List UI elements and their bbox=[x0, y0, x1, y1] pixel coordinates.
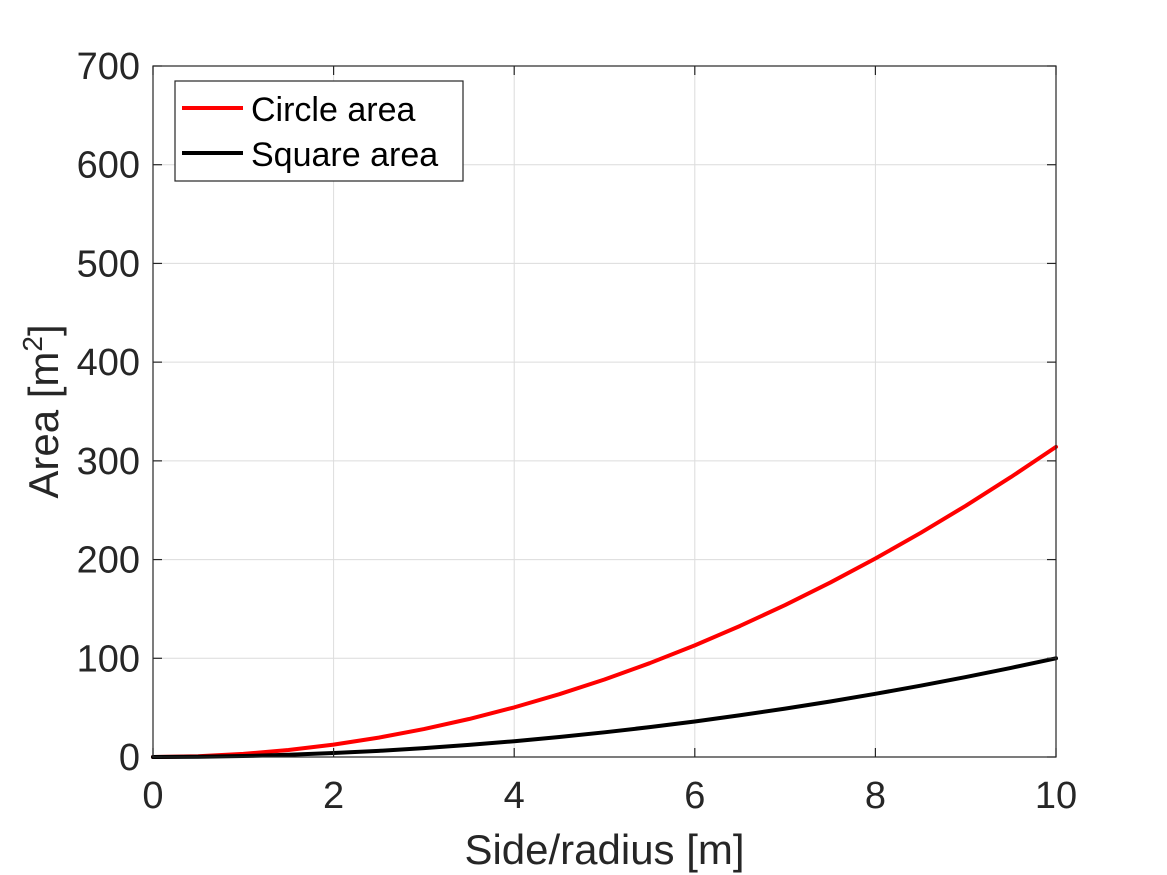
grid-lines bbox=[153, 66, 1056, 757]
series-line-circle-area bbox=[151, 444, 1058, 759]
y-axis-label-base: Area [m bbox=[20, 352, 67, 499]
x-tick-label: 4 bbox=[504, 775, 525, 817]
x-tick-label: 8 bbox=[865, 775, 886, 817]
x-tick-label: 10 bbox=[1035, 775, 1077, 817]
legend-box bbox=[174, 80, 464, 182]
plot-frame bbox=[152, 65, 1057, 758]
x-tick-label: 0 bbox=[142, 775, 163, 817]
y-axis-label: Area [m2] bbox=[17, 324, 67, 498]
y-tick-label: 700 bbox=[77, 46, 140, 88]
y-tick-label: 500 bbox=[77, 243, 140, 285]
legend-label-circle-area: Circle area bbox=[251, 91, 415, 129]
y-tick-label: 600 bbox=[77, 145, 140, 187]
series-line-square-area bbox=[151, 656, 1058, 759]
x-tick-label: 6 bbox=[684, 775, 705, 817]
y-tick-label: 400 bbox=[77, 342, 140, 384]
y-axis-label-superscript: 2 bbox=[17, 336, 48, 352]
y-tick-label: 300 bbox=[77, 441, 140, 483]
y-axis-label-close: ] bbox=[20, 324, 67, 336]
y-tick-label: 200 bbox=[77, 540, 140, 582]
legend-label-square-area: Square area bbox=[251, 136, 438, 174]
y-tick-label: 0 bbox=[119, 737, 140, 779]
y-tick-label: 100 bbox=[77, 638, 140, 680]
legend: Circle area Square area bbox=[174, 80, 464, 182]
x-tick-label: 2 bbox=[323, 775, 344, 817]
data-series bbox=[151, 444, 1058, 759]
x-axis-label: Side/radius [m] bbox=[464, 826, 744, 873]
